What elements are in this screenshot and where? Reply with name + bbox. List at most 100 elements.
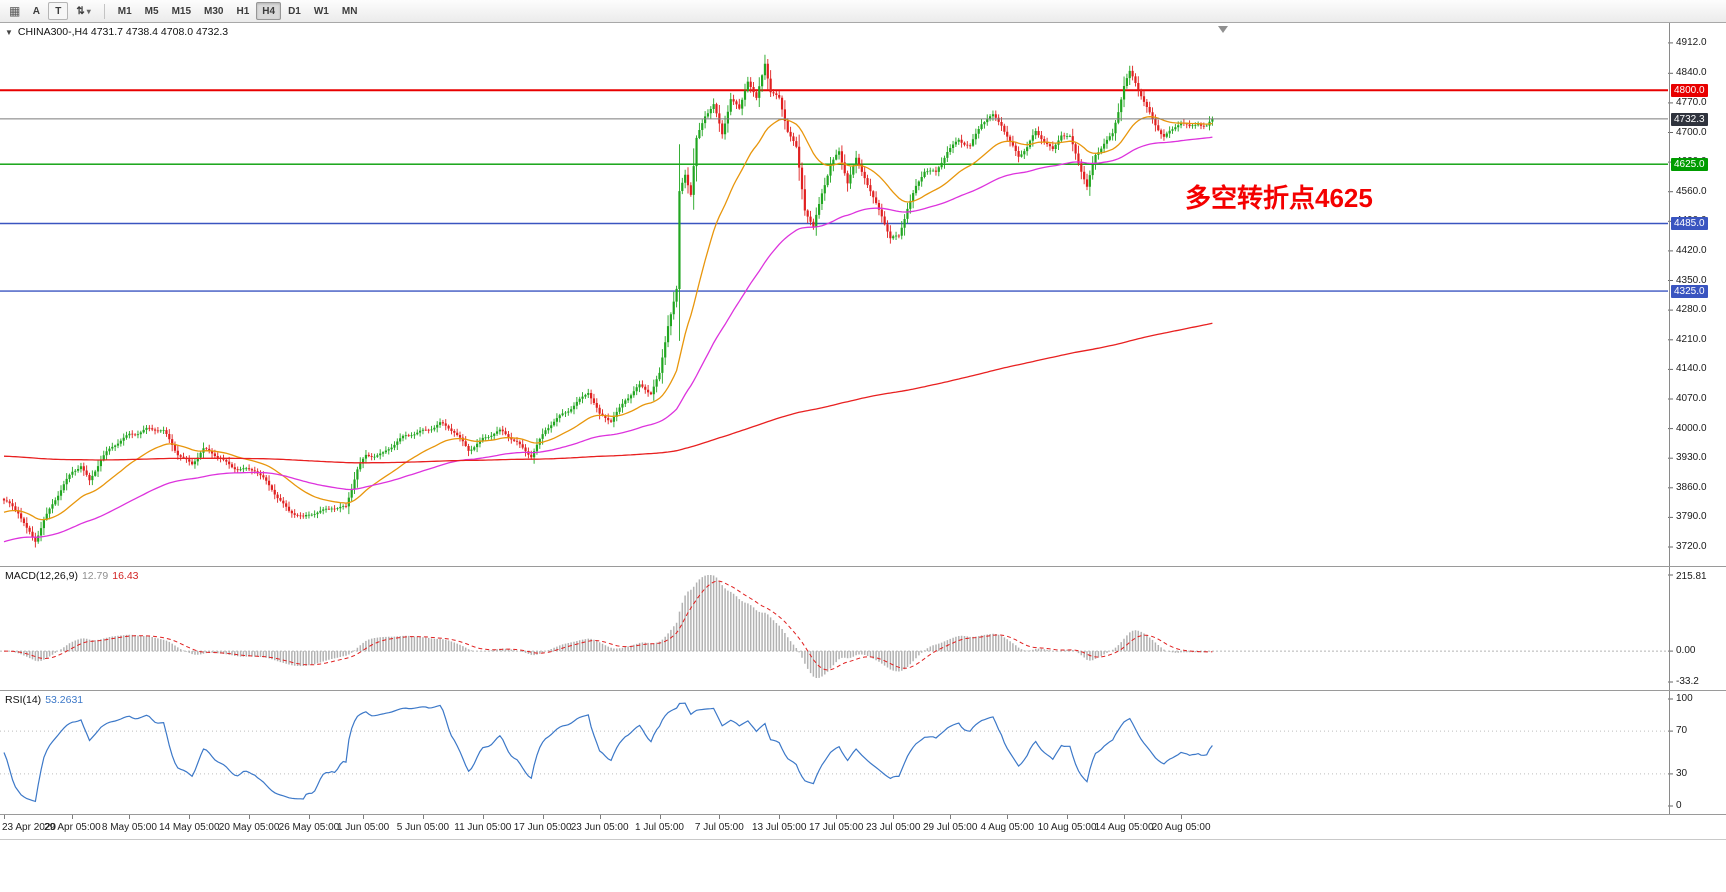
axis-tick-label: -33.2 xyxy=(1676,676,1699,687)
timeframe-h4-button[interactable]: H4 xyxy=(256,2,282,20)
time-tick-label: 14 Aug 05:00 xyxy=(1094,822,1154,833)
time-tick-label: 20 Aug 05:00 xyxy=(1151,822,1211,833)
axis-tick-label: 4350.0 xyxy=(1676,274,1707,286)
price-level-tag: 4325.0 xyxy=(1671,285,1708,299)
collapse-triangle-icon[interactable]: ▼ xyxy=(5,27,13,37)
axis-tick-label: 100 xyxy=(1676,693,1693,704)
axis-tick-label: 4070.0 xyxy=(1676,392,1707,404)
time-tick xyxy=(1124,815,1126,819)
axis-tick-label: 70 xyxy=(1676,725,1688,737)
toolbar-separator xyxy=(103,3,105,19)
arrows-icon: ⇅ xyxy=(76,5,85,17)
bottom-area xyxy=(0,840,1726,892)
axis-tick-label: 4560.0 xyxy=(1676,185,1707,197)
toolbar: ▦ A T ⇅ ▾ M1 M5 M15 M30 H1 H4 D1 W1 MN xyxy=(0,0,1726,23)
chart-grid-icon[interactable]: ▦ xyxy=(9,4,21,18)
macd-signal-value: 16.43 xyxy=(112,570,139,582)
macd-main-value: 12.79 xyxy=(81,570,109,582)
price-axis[interactable]: 4912.04840.04770.04700.04630.04560.04490… xyxy=(1669,23,1726,566)
time-tick xyxy=(893,815,895,819)
time-tick-label: 10 Aug 05:00 xyxy=(1037,822,1097,833)
time-tick xyxy=(189,815,191,819)
time-tick xyxy=(779,815,781,819)
macd-plot xyxy=(0,574,1673,683)
axis-tick-label: 4420.0 xyxy=(1676,244,1707,256)
axis-tick-label: 0.00 xyxy=(1676,645,1696,657)
timeframe-group: M1 M5 M15 M30 H1 H4 D1 W1 MN xyxy=(112,2,364,20)
chart-annotation: 多空转折点4625 xyxy=(1185,183,1373,213)
axis-tick-label: 3790.0 xyxy=(1676,511,1707,523)
chart-shift-marker xyxy=(1218,26,1228,33)
time-tick-label: 29 Apr 05:00 xyxy=(44,822,101,833)
timeframe-m15-button[interactable]: M15 xyxy=(171,5,192,17)
cursor-tool-button[interactable]: ⇅ ▾ xyxy=(70,2,96,20)
time-tick xyxy=(542,815,544,819)
price-level-tag: 4732.3 xyxy=(1671,112,1708,126)
time-tick-label: 26 May 05:00 xyxy=(278,822,340,833)
axis-tick-label: 3720.0 xyxy=(1676,540,1707,552)
axis-tick-label: 4140.0 xyxy=(1676,363,1707,375)
time-tick xyxy=(129,815,131,819)
time-tick xyxy=(1181,815,1183,819)
rsi-name: RSI(14) xyxy=(5,694,42,706)
time-tick-label: 13 Jul 05:00 xyxy=(751,822,807,833)
axis-tick-label: 4210.0 xyxy=(1676,333,1707,345)
timeframe-m5-button[interactable]: M5 xyxy=(144,5,159,17)
symbol-text: CHINA300-,H4 4731.7 4738.4 4708.0 4732.3 xyxy=(17,26,229,38)
timeframe-m30-button[interactable]: M30 xyxy=(204,5,224,17)
time-tick xyxy=(719,815,721,819)
time-tick xyxy=(599,815,601,819)
macd-panel[interactable]: MACD(12,26,9) 12.79 16.43 215.81 0.00 -33.2 xyxy=(0,567,1726,691)
time-tick-label: 4 Aug 05:00 xyxy=(980,822,1034,833)
time-tick-label: 1 Jul 05:00 xyxy=(635,822,684,833)
timeframe-d1-button[interactable]: D1 xyxy=(288,5,301,17)
timeframe-w1-button[interactable]: W1 xyxy=(313,5,329,17)
time-tick-label: 20 May 05:00 xyxy=(218,822,280,833)
macd-name: MACD(12,26,9) xyxy=(5,570,78,582)
time-tick xyxy=(4,815,5,819)
rsi-value: 53.2631 xyxy=(45,694,84,706)
time-tick-label: 5 Jun 05:00 xyxy=(396,822,450,833)
axis-tick-label: 4280.0 xyxy=(1676,304,1707,316)
time-tick-label: 11 Jun 05:00 xyxy=(454,822,512,833)
symbol-ohlc-line: ▼ CHINA300-,H4 4731.7 4738.4 4708.0 4732… xyxy=(5,26,228,38)
time-tick-label: 23 Apr 2020 xyxy=(2,822,56,833)
axis-tick-label: 4840.0 xyxy=(1676,67,1707,79)
timeframe-h1-button[interactable]: H1 xyxy=(236,5,250,17)
price-level-tag: 4625.0 xyxy=(1671,158,1708,172)
timeframe-m1-button[interactable]: M1 xyxy=(117,5,132,17)
dropdown-caret-icon: ▾ xyxy=(86,6,91,16)
macd-label: MACD(12,26,9) 12.79 16.43 xyxy=(5,570,139,582)
axis-tick-label: 215.81 xyxy=(1676,571,1707,582)
time-tick-label: 1 Jun 05:00 xyxy=(336,822,390,833)
axis-tick-label: 30 xyxy=(1676,767,1688,779)
macd-axis[interactable]: 215.81 0.00 -33.2 xyxy=(1669,567,1726,690)
price-level-tag: 4800.0 xyxy=(1671,84,1708,98)
annotation-a-button[interactable]: A xyxy=(32,5,40,17)
time-tick xyxy=(836,815,838,819)
time-tick xyxy=(1067,815,1069,819)
time-tick-label: 23 Jun 05:00 xyxy=(570,822,629,833)
time-tick xyxy=(363,815,365,819)
rsi-panel[interactable]: RSI(14) 53.2631 100 70 30 0 xyxy=(0,691,1726,815)
rsi-plot xyxy=(0,698,1673,807)
axis-tick-label: 4770.0 xyxy=(1676,96,1707,108)
time-tick xyxy=(72,815,74,819)
price-level-tag: 4485.0 xyxy=(1671,217,1708,231)
axis-tick-label: 4700.0 xyxy=(1676,126,1707,138)
rsi-label: RSI(14) 53.2631 xyxy=(5,694,83,706)
axis-tick-label: 4912.0 xyxy=(1676,36,1707,48)
time-tick xyxy=(249,815,251,819)
rsi-axis[interactable]: 100 70 30 0 xyxy=(1669,691,1726,814)
timeframe-mn-button[interactable]: MN xyxy=(341,5,358,17)
axis-tick-label: 3930.0 xyxy=(1676,452,1707,464)
time-tick xyxy=(308,815,310,819)
candlestick-chart[interactable] xyxy=(0,23,1726,566)
price-chart-panel[interactable]: ▼ CHINA300-,H4 4731.7 4738.4 4708.0 4732… xyxy=(0,23,1726,567)
text-tool-button[interactable]: T xyxy=(48,2,69,20)
time-axis[interactable]: 23 Apr 2020 29 Apr 05:00 8 May 05:00 14 May… xyxy=(0,815,1726,840)
time-tick xyxy=(422,815,424,819)
chart-area: ▼ CHINA300-,H4 4731.7 4738.4 4708.0 4732… xyxy=(0,23,1726,892)
axis-tick-label: 4000.0 xyxy=(1676,422,1707,434)
